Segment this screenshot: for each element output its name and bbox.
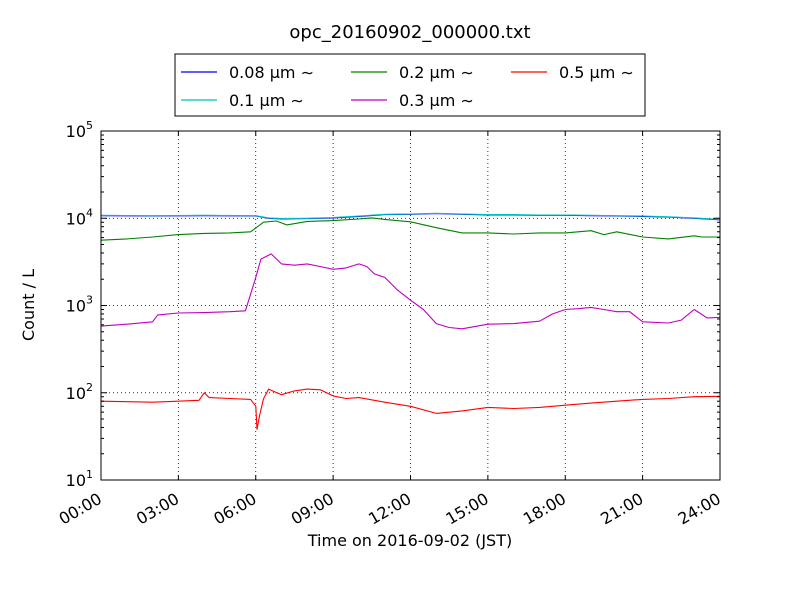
legend-label-1: 0.1 μm ∼ bbox=[229, 91, 304, 110]
legend-label-3: 0.3 μm ∼ bbox=[399, 91, 474, 110]
series-line-3 bbox=[100, 253, 721, 330]
legend-label-4: 0.5 μm ∼ bbox=[559, 63, 634, 82]
y-tick-label: 103 bbox=[66, 294, 93, 316]
x-axis-title: Time on 2016-09-02 (JST) bbox=[307, 531, 512, 550]
series-line-4 bbox=[100, 388, 721, 430]
series-layer bbox=[100, 212, 721, 430]
legend-box bbox=[174, 53, 646, 117]
y-tick-label: 105 bbox=[66, 119, 93, 141]
y-tick-label: 101 bbox=[66, 468, 93, 490]
y-tick-label: 104 bbox=[66, 206, 93, 228]
legend: 0.08 μm ∼ 0.1 μm ∼ 0.2 μm ∼ 0.3 μm ∼ 0.5 μm … bbox=[174, 53, 646, 117]
y-tick-label: 102 bbox=[66, 381, 93, 403]
series-line-1 bbox=[100, 212, 721, 220]
series-line-2 bbox=[100, 217, 720, 241]
chart-title: opc_20160902_000000.txt bbox=[289, 22, 530, 43]
legend-label-0: 0.08 μm ∼ bbox=[229, 63, 314, 82]
legend-label-2: 0.2 μm ∼ bbox=[399, 63, 474, 82]
y-axis-title: Count / L bbox=[19, 269, 38, 341]
